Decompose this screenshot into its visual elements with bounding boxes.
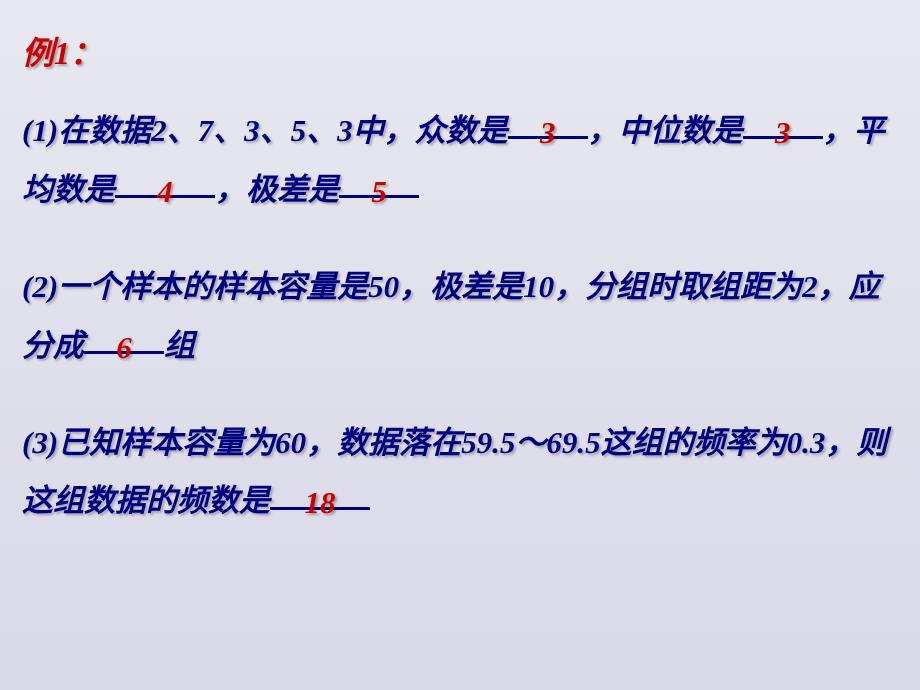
q2-answer-1: 6 <box>116 330 132 365</box>
q1-text-d: ，极差是 <box>215 172 339 207</box>
question-1: (1)在数据2、7、3、5、3中，众数是3，中位数是3，平均数是4，极差是5 <box>22 102 898 220</box>
q1-answer-3: 4 <box>157 174 173 209</box>
question-3: (3)已知样本容量为60，数据落在59.5～69.5这组的频率为0.3，则这组数… <box>22 414 898 532</box>
q1-blank-1: 3 <box>508 102 588 139</box>
q1-blank-4: 5 <box>339 161 419 198</box>
q2-text-b: 组 <box>164 328 195 363</box>
q2-blank-1: 6 <box>84 317 164 354</box>
question-2: (2)一个样本的样本容量是50，极差是10，分组时取组距为2，应分成6组 <box>22 258 898 376</box>
q1-blank-2: 3 <box>743 102 823 139</box>
q3-text-a: (3)已知样本容量为60，数据落在59.5～69.5这组的频率为0.3，则这组数… <box>22 425 887 519</box>
q1-text-a: (1)在数据2、7、3、5、3中，众数是 <box>22 113 508 148</box>
q1-answer-4: 5 <box>371 174 387 209</box>
q1-blank-3: 4 <box>115 161 215 198</box>
example-title: 例1： <box>22 28 898 74</box>
q1-answer-1: 3 <box>540 115 556 150</box>
q3-answer-1: 18 <box>305 485 336 520</box>
q3-blank-1: 18 <box>270 472 370 509</box>
q1-answer-2: 3 <box>775 115 791 150</box>
q1-text-b: ，中位数是 <box>588 113 743 148</box>
